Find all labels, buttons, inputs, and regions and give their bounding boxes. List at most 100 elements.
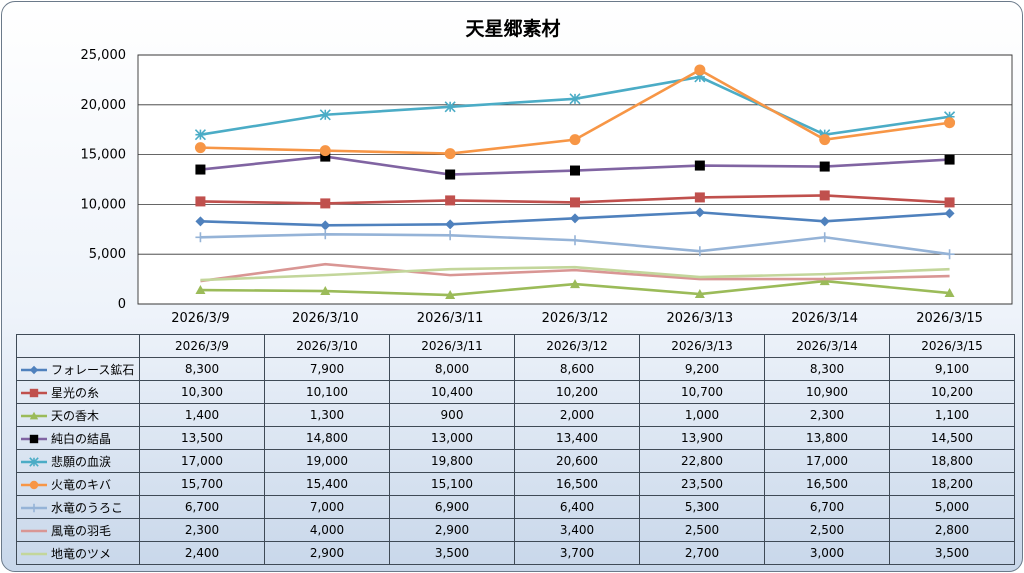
data-point	[569, 93, 581, 105]
data-label: 3,500	[389, 541, 515, 565]
data-label: 13,400	[514, 426, 640, 450]
data-label: 3,000	[764, 541, 890, 565]
data-point	[445, 169, 456, 180]
data-label: 8,000	[389, 357, 515, 381]
legend-key	[21, 529, 47, 533]
data-point	[445, 219, 456, 230]
data-label: 14,800	[264, 426, 390, 450]
data-point	[195, 196, 206, 207]
data-label: 16,500	[764, 472, 890, 496]
data-point	[320, 286, 331, 296]
data-label: 15,700	[139, 472, 265, 496]
table-corner	[16, 334, 140, 358]
data-label: 16,500	[514, 472, 640, 496]
data-point	[944, 117, 956, 129]
table-header-cell: 2026/3/9	[139, 334, 265, 358]
data-point	[320, 151, 331, 162]
data-label: 15,100	[389, 472, 515, 496]
data-label: 20,600	[514, 449, 640, 473]
data-label: 17,000	[764, 449, 890, 473]
table-row: 天の香木 1,400 1,300 900 2,000 1,000 2,300 1,100	[16, 403, 1015, 427]
data-point	[570, 235, 580, 246]
series-group	[195, 229, 955, 260]
data-label: 10,900	[764, 380, 890, 404]
series-label-cell: フォレース鉱石	[16, 357, 140, 381]
data-point	[320, 220, 331, 231]
data-point	[944, 208, 955, 219]
data-point	[819, 190, 830, 201]
data-label: 10,100	[264, 380, 390, 404]
table-row: 風竜の羽毛 2,300 4,000 2,900 3,400 2,500 2,500 2,800	[16, 518, 1015, 542]
series-group	[195, 207, 955, 231]
x-tick-label: 2026/3/12	[542, 311, 609, 326]
data-point	[944, 154, 955, 165]
data-label: 6,700	[139, 495, 265, 519]
data-point	[195, 285, 206, 295]
legend-key	[21, 434, 47, 444]
series-name: フォレース鉱石	[51, 362, 135, 377]
legend-key	[21, 480, 47, 490]
table-header-row: 2026/3/9 2026/3/10 2026/3/11 2026/3/12 2026/…	[16, 334, 1015, 358]
table-row: フォレース鉱石 8,300 7,900 8,000 8,600 9,200 8,300 9,1…	[16, 357, 1015, 381]
data-label: 8,300	[764, 357, 890, 381]
data-point	[819, 216, 830, 227]
data-label: 14,500	[889, 426, 1015, 450]
data-point	[195, 232, 206, 243]
data-point	[320, 229, 331, 240]
legend-key	[21, 503, 47, 513]
data-label: 7,000	[264, 495, 390, 519]
data-point	[694, 160, 705, 171]
x-tick-label: 2026/3/9	[171, 311, 229, 326]
data-label: 19,800	[389, 449, 515, 473]
data-point	[819, 232, 830, 243]
series-group	[194, 64, 956, 160]
y-tick-label: 15,000	[81, 148, 127, 163]
data-point	[944, 111, 956, 123]
data-label: 2,800	[889, 518, 1015, 542]
legend-key	[21, 411, 47, 420]
chart-title: 天星郷素材	[465, 18, 561, 40]
data-point	[694, 192, 705, 203]
data-label: 2,400	[139, 541, 265, 565]
data-label: 2,500	[639, 518, 765, 542]
x-tick-label: 2026/3/14	[791, 311, 858, 326]
data-point	[29, 365, 39, 375]
data-label: 17,000	[139, 449, 265, 473]
data-label: 2,900	[264, 541, 390, 565]
table-row: 地竜のツメ 2,400 2,900 3,500 3,700 2,700 3,000 3,500	[16, 541, 1015, 565]
data-label: 1,000	[639, 403, 765, 427]
data-label: 10,200	[889, 380, 1015, 404]
data-point	[195, 216, 206, 227]
data-label: 6,900	[389, 495, 515, 519]
data-point	[944, 197, 955, 208]
y-tick-label: 10,000	[81, 197, 127, 212]
series-name: 水竜のうろこ	[51, 500, 124, 515]
data-point	[29, 388, 39, 398]
data-point	[570, 213, 580, 224]
data-label: 4,000	[264, 518, 390, 542]
x-tick-label: 2026/3/15	[916, 311, 983, 326]
series-label-cell: 悲願の血涙	[16, 449, 140, 473]
series-label-cell: 星光の糸	[16, 380, 140, 404]
data-label: 13,900	[639, 426, 765, 450]
data-point	[195, 164, 206, 175]
data-label: 2,700	[639, 541, 765, 565]
data-point	[819, 276, 830, 286]
data-point	[694, 246, 705, 257]
data-point	[694, 289, 705, 299]
data-point	[944, 249, 955, 260]
data-point	[694, 207, 705, 218]
data-label: 18,800	[889, 449, 1015, 473]
data-label: 1,300	[264, 403, 390, 427]
data-label: 2,300	[764, 403, 890, 427]
y-tick-label: 20,000	[81, 98, 127, 113]
data-label: 3,500	[889, 541, 1015, 565]
series-line	[200, 265, 950, 282]
table-row: 悲願の血涙 17,000 19,000 19,800 20,600 22,800 17,00…	[16, 449, 1015, 473]
data-label: 9,100	[889, 357, 1015, 381]
data-label: 10,700	[639, 380, 765, 404]
series-label-cell: 純白の結晶	[16, 426, 140, 450]
data-label: 18,200	[889, 472, 1015, 496]
data-label: 10,200	[514, 380, 640, 404]
data-label: 9,200	[639, 357, 765, 381]
